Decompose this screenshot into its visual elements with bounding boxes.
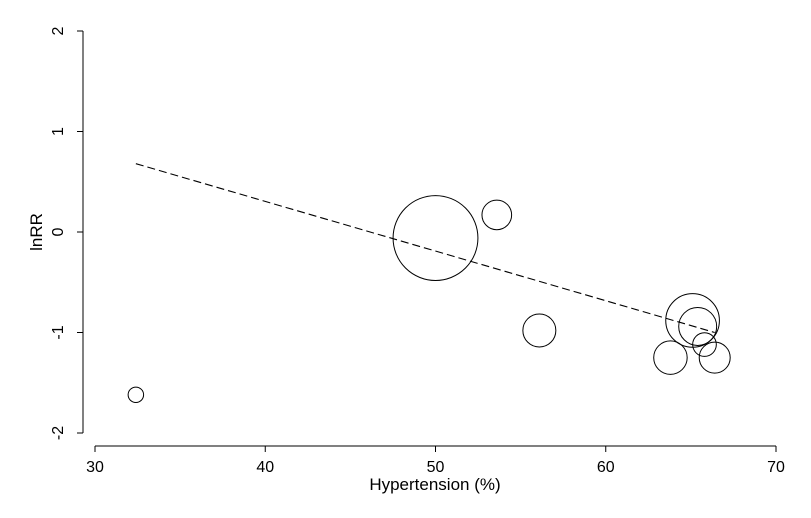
x-ticks: 30 40 50 60 70	[86, 446, 785, 476]
bubble-point	[678, 306, 718, 346]
bubble-point	[522, 313, 557, 348]
bubble-point	[692, 332, 717, 357]
y-tick-label: 1	[50, 127, 67, 136]
fit-line	[135, 163, 715, 334]
y-tick-label: -1	[50, 325, 67, 339]
plot-background	[83, 22, 790, 446]
x-axis: 30 40 50 60 70	[86, 445, 785, 476]
bubbles	[127, 195, 731, 404]
x-tick-label: 70	[767, 459, 785, 476]
x-tick-label: 40	[256, 459, 274, 476]
x-axis-label: Hypertension (%)	[369, 475, 500, 494]
bubble-point	[481, 199, 513, 231]
y-tick-label: 0	[50, 227, 67, 236]
y-tick-label: 2	[50, 26, 67, 35]
y-axis-label: lnRR	[27, 213, 46, 251]
y-axis: -2 -1 0 1 2	[50, 26, 84, 440]
x-tick-label: 50	[427, 459, 445, 476]
x-tick-label: 60	[597, 459, 615, 476]
fit-line-group	[135, 163, 715, 334]
bubble-point	[392, 195, 479, 281]
bubble-point	[653, 340, 688, 375]
x-tick-label: 30	[86, 459, 104, 476]
y-ticks: -2 -1 0 1 2	[50, 26, 83, 440]
y-tick-label: -2	[50, 426, 67, 440]
bubble-point	[698, 341, 731, 374]
bubble-point	[127, 386, 145, 404]
plot-area	[83, 22, 790, 446]
